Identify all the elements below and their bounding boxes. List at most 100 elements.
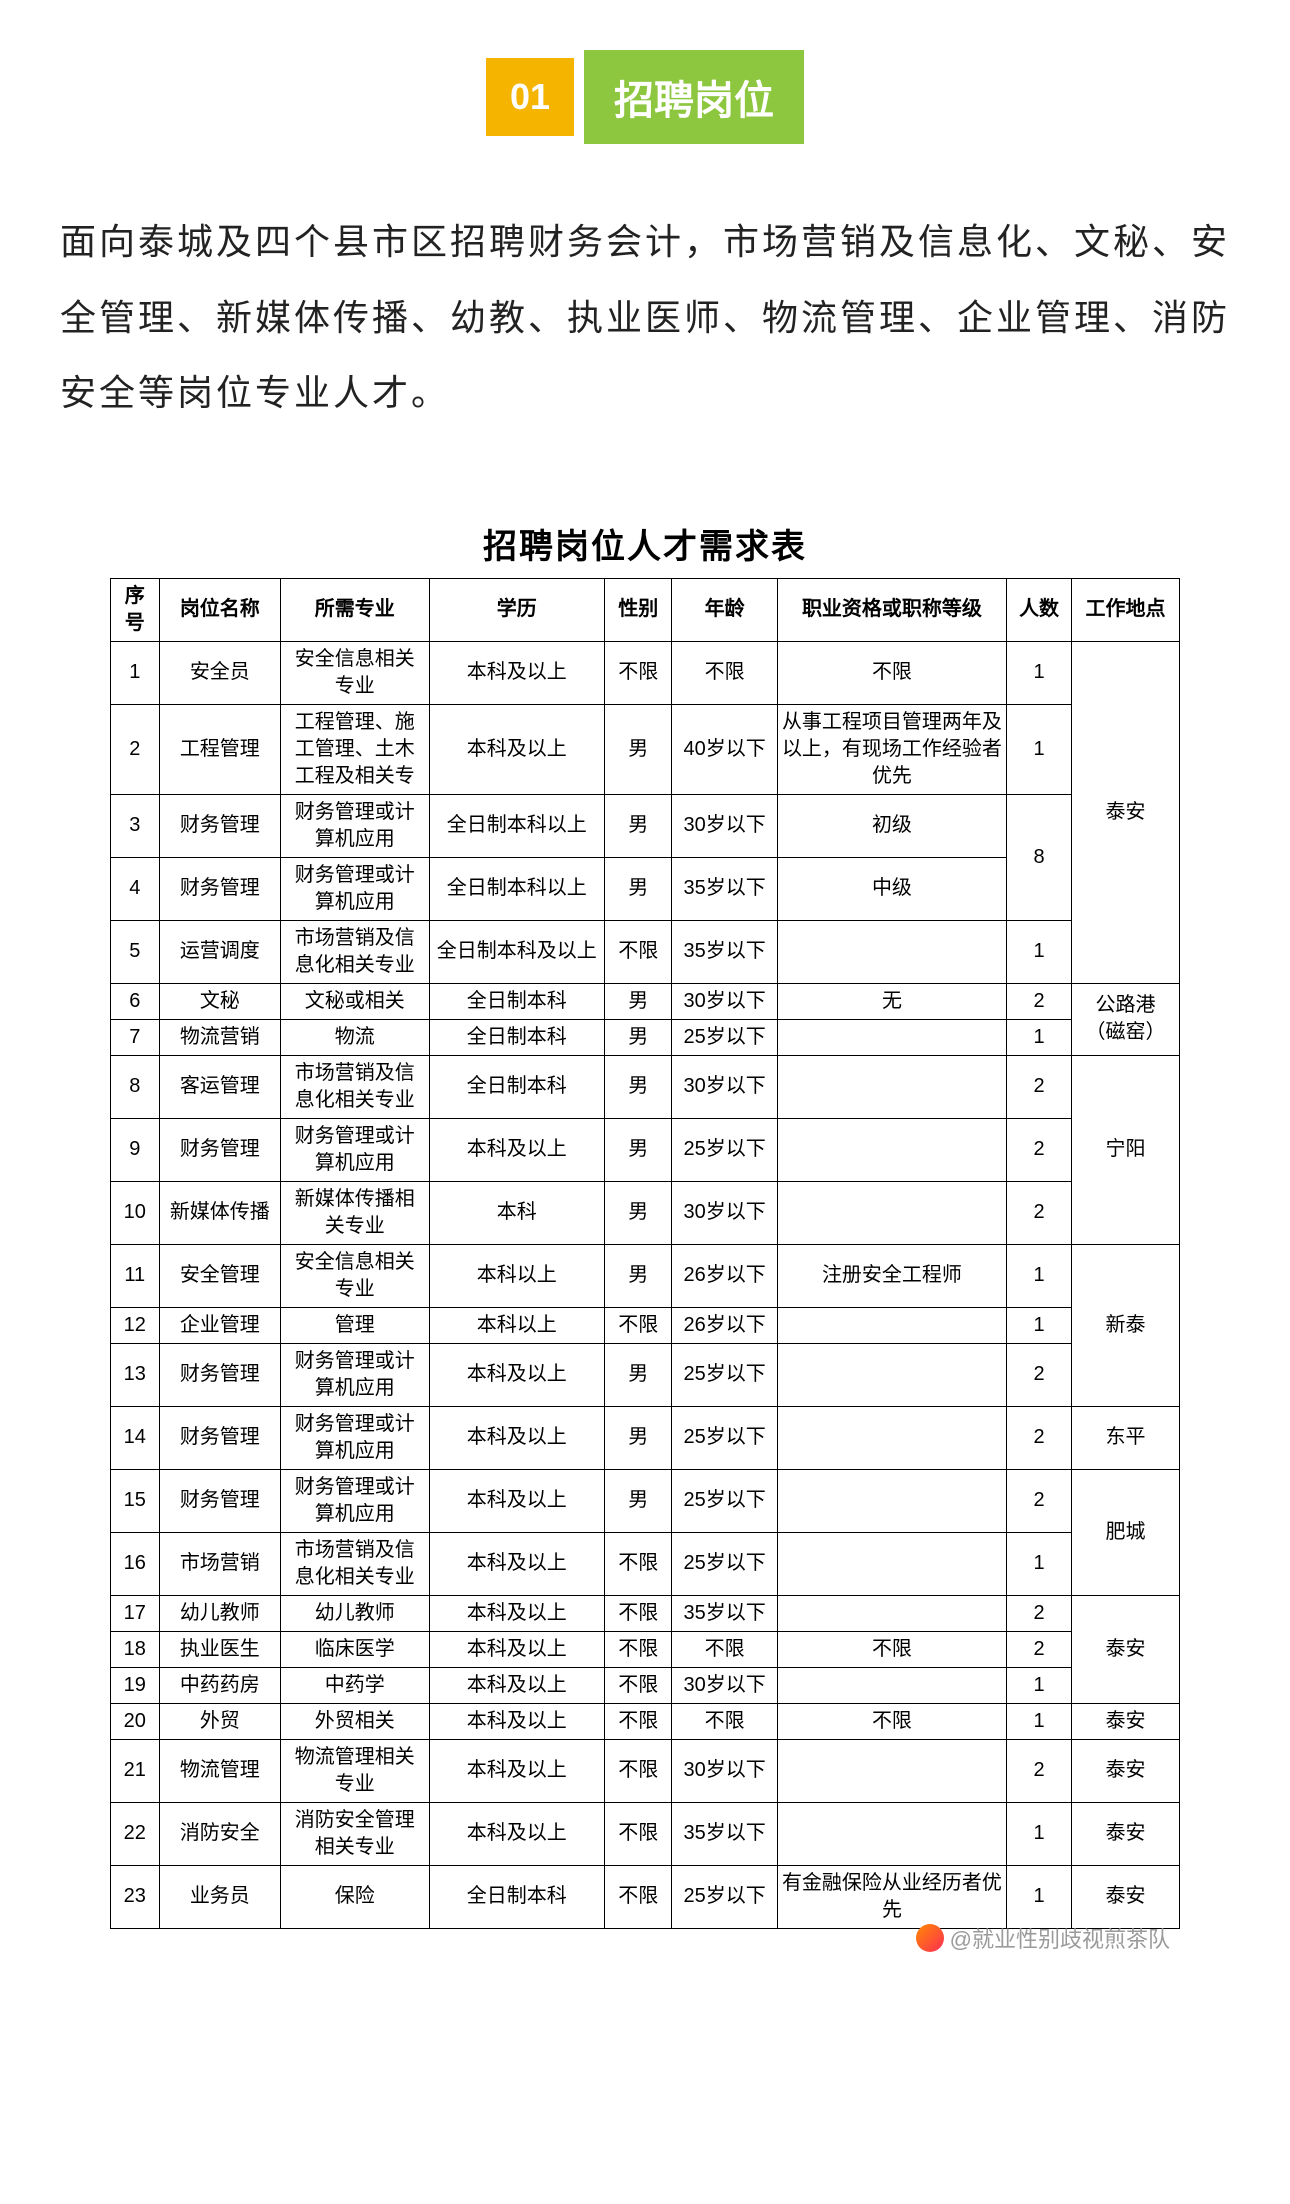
- cell-gender: 不限: [604, 920, 671, 983]
- table-row: 21 物流管理 物流管理相关专业 本科及以上 不限 30岁以下 2 泰安: [111, 1739, 1180, 1802]
- cell-age: 不限: [672, 1631, 777, 1667]
- cell-name: 幼儿教师: [159, 1595, 280, 1631]
- cell-qual: [777, 1802, 1006, 1865]
- cell-qual: 从事工程项目管理两年及以上，有现场工作经验者优先: [777, 704, 1006, 794]
- cell-seq: 1: [111, 641, 160, 704]
- cell-name: 物流管理: [159, 1739, 280, 1802]
- cell-major: 工程管理、施工管理、土木工程及相关专: [281, 704, 429, 794]
- cell-age: 25岁以下: [672, 1406, 777, 1469]
- cell-qual: [777, 1055, 1006, 1118]
- cell-seq: 23: [111, 1865, 160, 1928]
- cell-name: 客运管理: [159, 1055, 280, 1118]
- weibo-icon: [916, 1924, 944, 1952]
- cell-qual: 不限: [777, 1703, 1006, 1739]
- cell-qual: 初级: [777, 794, 1006, 857]
- cell-seq: 15: [111, 1469, 160, 1532]
- cell-count: 1: [1007, 1244, 1072, 1307]
- table-row: 3 财务管理 财务管理或计算机应用 全日制本科以上 男 30岁以下 初级 8: [111, 794, 1180, 857]
- cell-gender: 男: [604, 704, 671, 794]
- table-row: 9 财务管理 财务管理或计算机应用 本科及以上 男 25岁以下 2: [111, 1118, 1180, 1181]
- cell-major: 财务管理或计算机应用: [281, 1343, 429, 1406]
- cell-qual: 有金融保险从业经历者优先: [777, 1865, 1006, 1928]
- cell-gender: 不限: [604, 1739, 671, 1802]
- cell-count: 2: [1007, 1118, 1072, 1181]
- table-row: 14 财务管理 财务管理或计算机应用 本科及以上 男 25岁以下 2 东平: [111, 1406, 1180, 1469]
- col-qual: 职业资格或职称等级: [777, 578, 1006, 641]
- cell-location: 东平: [1071, 1406, 1179, 1469]
- table-row: 20 外贸 外贸相关 本科及以上 不限 不限 不限 1 泰安: [111, 1703, 1180, 1739]
- cell-name: 文秘: [159, 983, 280, 1019]
- cell-name: 中药药房: [159, 1667, 280, 1703]
- cell-name: 财务管理: [159, 794, 280, 857]
- cell-name: 物流营销: [159, 1019, 280, 1055]
- cell-qual: [777, 1181, 1006, 1244]
- cell-edu: 本科及以上: [429, 1469, 604, 1532]
- cell-edu: 本科: [429, 1181, 604, 1244]
- cell-major: 临床医学: [281, 1631, 429, 1667]
- cell-major: 幼儿教师: [281, 1595, 429, 1631]
- cell-age: 26岁以下: [672, 1244, 777, 1307]
- cell-location: 泰安: [1071, 1739, 1179, 1802]
- cell-gender: 男: [604, 1244, 671, 1307]
- cell-count: 1: [1007, 1703, 1072, 1739]
- section-title: 招聘岗位: [584, 50, 804, 144]
- cell-major: 市场营销及信息化相关专业: [281, 1532, 429, 1595]
- cell-age: 25岁以下: [672, 1118, 777, 1181]
- cell-seq: 4: [111, 857, 160, 920]
- section-number: 01: [486, 58, 574, 136]
- col-edu: 学历: [429, 578, 604, 641]
- table-row: 18 执业医生 临床医学 本科及以上 不限 不限 不限 2: [111, 1631, 1180, 1667]
- table-row: 22 消防安全 消防安全管理相关专业 本科及以上 不限 35岁以下 1 泰安: [111, 1802, 1180, 1865]
- cell-seq: 14: [111, 1406, 160, 1469]
- cell-major: 财务管理或计算机应用: [281, 1406, 429, 1469]
- table-row: 17 幼儿教师 幼儿教师 本科及以上 不限 35岁以下 2 泰安: [111, 1595, 1180, 1631]
- table-row: 13 财务管理 财务管理或计算机应用 本科及以上 男 25岁以下 2: [111, 1343, 1180, 1406]
- cell-age: 30岁以下: [672, 1739, 777, 1802]
- cell-gender: 不限: [604, 1802, 671, 1865]
- cell-major: 消防安全管理相关专业: [281, 1802, 429, 1865]
- cell-gender: 男: [604, 857, 671, 920]
- table-row: 15 财务管理 财务管理或计算机应用 本科及以上 男 25岁以下 2 肥城: [111, 1469, 1180, 1532]
- cell-major: 文秘或相关: [281, 983, 429, 1019]
- cell-seq: 7: [111, 1019, 160, 1055]
- cell-count: 2: [1007, 1343, 1072, 1406]
- cell-age: 30岁以下: [672, 1667, 777, 1703]
- cell-major: 安全信息相关专业: [281, 641, 429, 704]
- table-title: 招聘岗位人才需求表: [0, 511, 1290, 578]
- cell-count: 1: [1007, 704, 1072, 794]
- cell-age: 25岁以下: [672, 1469, 777, 1532]
- cell-edu: 本科及以上: [429, 1406, 604, 1469]
- cell-name: 财务管理: [159, 1118, 280, 1181]
- cell-edu: 全日制本科: [429, 983, 604, 1019]
- cell-count: 1: [1007, 1307, 1072, 1343]
- cell-count: 2: [1007, 1181, 1072, 1244]
- cell-name: 工程管理: [159, 704, 280, 794]
- cell-gender: 男: [604, 1019, 671, 1055]
- col-loc: 工作地点: [1071, 578, 1179, 641]
- cell-seq: 11: [111, 1244, 160, 1307]
- cell-edu: 全日制本科及以上: [429, 920, 604, 983]
- cell-edu: 本科及以上: [429, 1802, 604, 1865]
- cell-name: 企业管理: [159, 1307, 280, 1343]
- cell-count: 2: [1007, 1631, 1072, 1667]
- cell-gender: 不限: [604, 1307, 671, 1343]
- watermark-text: @就业性别歧视煎茶队: [950, 1922, 1170, 1954]
- cell-name: 财务管理: [159, 1406, 280, 1469]
- cell-seq: 19: [111, 1667, 160, 1703]
- col-count: 人数: [1007, 578, 1072, 641]
- cell-qual: [777, 1469, 1006, 1532]
- cell-gender: 男: [604, 1181, 671, 1244]
- cell-edu: 本科及以上: [429, 641, 604, 704]
- cell-count: 2: [1007, 1055, 1072, 1118]
- cell-name: 业务员: [159, 1865, 280, 1928]
- cell-edu: 本科及以上: [429, 1532, 604, 1595]
- cell-seq: 22: [111, 1802, 160, 1865]
- cell-qual: 无: [777, 983, 1006, 1019]
- cell-gender: 不限: [604, 1667, 671, 1703]
- intro-paragraph: 面向泰城及四个县市区招聘财务会计，市场营销及信息化、文秘、安全管理、新媒体传播、…: [0, 204, 1290, 511]
- cell-qual: [777, 1532, 1006, 1595]
- cell-qual: 不限: [777, 1631, 1006, 1667]
- cell-location: 泰安: [1071, 1703, 1179, 1739]
- cell-age: 30岁以下: [672, 1055, 777, 1118]
- cell-count: 1: [1007, 641, 1072, 704]
